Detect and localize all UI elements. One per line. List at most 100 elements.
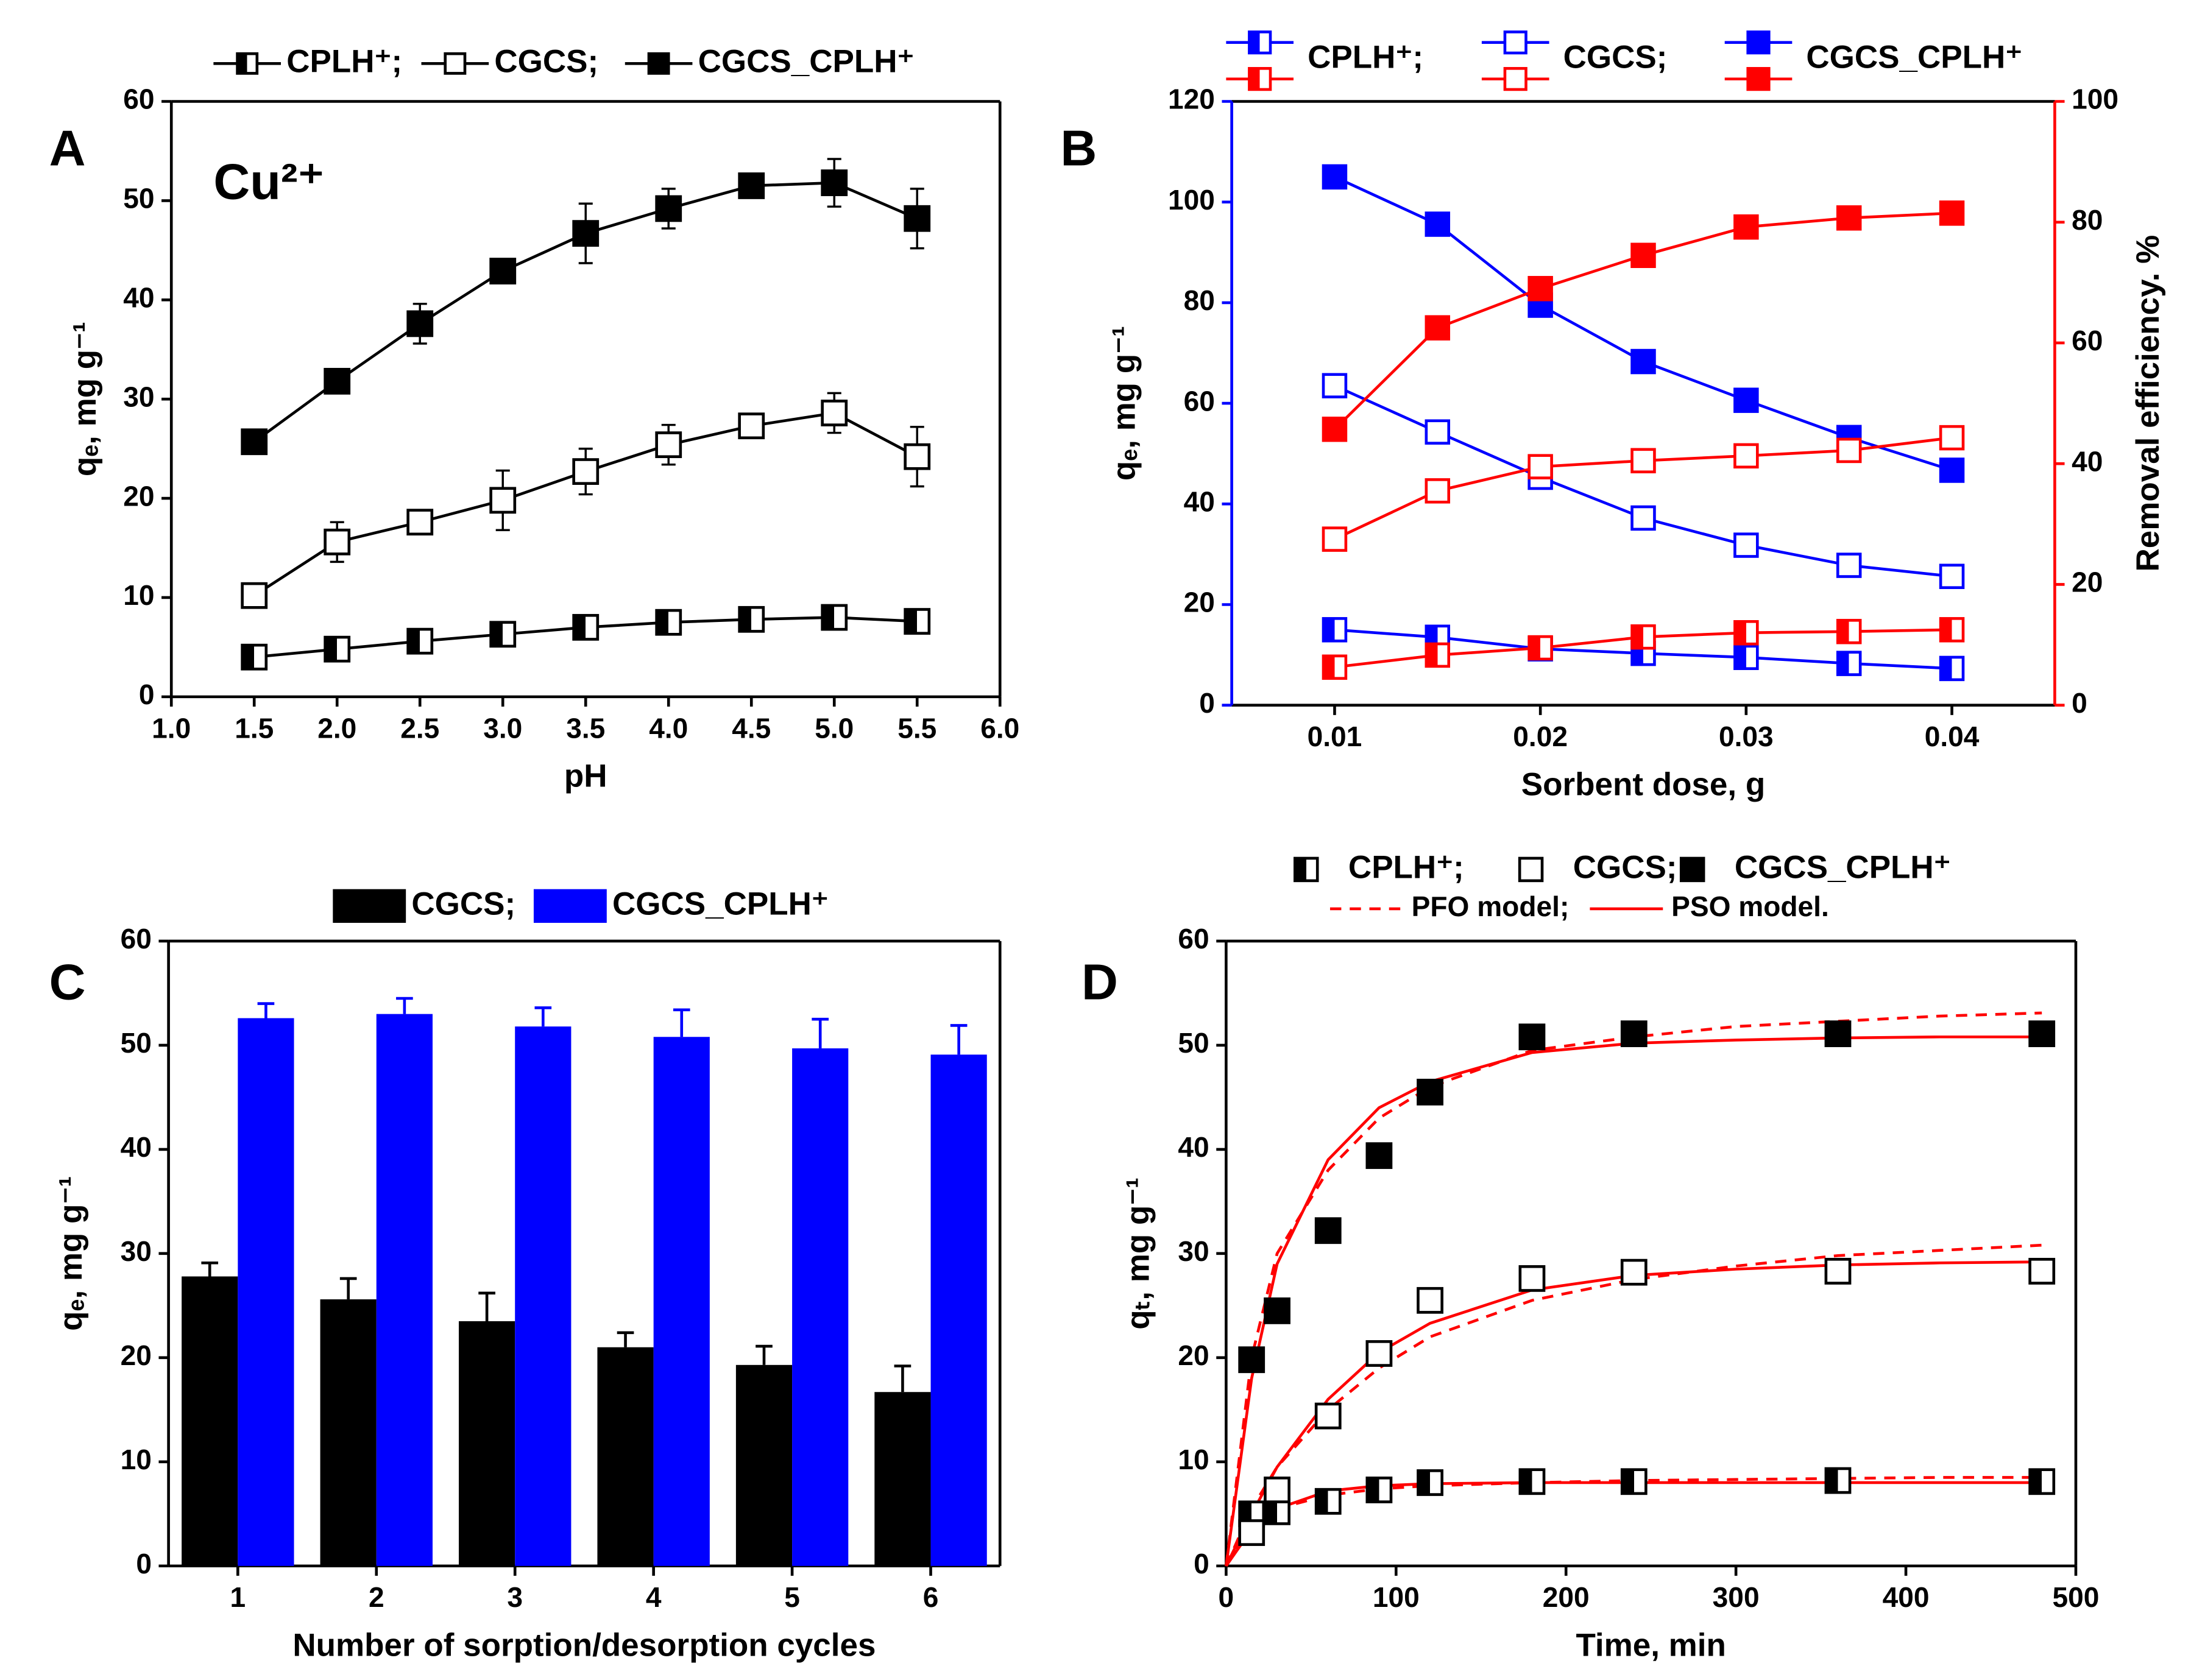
y-tick-label: 10: [1178, 1444, 1209, 1475]
marker: [1836, 552, 1862, 578]
marker: [1733, 532, 1759, 558]
marker: [1630, 348, 1656, 375]
error-bar: [756, 1344, 773, 1365]
error-bar: [396, 997, 413, 1014]
panel-label: B: [1060, 119, 1097, 176]
model-curve: [1225, 1260, 2042, 1567]
legend-swatch: [533, 889, 607, 923]
marker: [489, 487, 517, 514]
marker: [1264, 1477, 1290, 1503]
marker: [1824, 1467, 1852, 1494]
bar: [874, 1392, 931, 1566]
marker: [1365, 1477, 1393, 1503]
x-tick-label: 6.0: [980, 712, 1019, 744]
error-bar: [534, 1006, 552, 1027]
legend-marker: [1248, 67, 1272, 91]
marker: [904, 205, 931, 232]
error-bar: [478, 1291, 495, 1321]
marker: [1939, 457, 1965, 483]
x-tick-label: 0.04: [1925, 721, 1980, 752]
panel-label: C: [49, 954, 86, 1011]
y2-tick-label: 20: [2072, 566, 2103, 598]
x-tick-label: 1.5: [235, 712, 274, 744]
x-tick-label: 3.0: [483, 712, 522, 744]
marker: [821, 169, 848, 196]
x-tick-label: 4: [646, 1581, 662, 1613]
y-tick-label: 10: [121, 1444, 152, 1475]
marker: [1264, 1297, 1290, 1324]
y-tick-label: 30: [1178, 1235, 1209, 1267]
marker: [821, 604, 848, 631]
error-bar: [257, 1002, 275, 1018]
marker: [1824, 1258, 1852, 1285]
legend-marker: [1746, 67, 1771, 91]
marker: [1425, 419, 1451, 445]
marker: [1322, 654, 1348, 680]
y-tick-label: 20: [123, 480, 154, 512]
legend-label: PFO model;: [1412, 891, 1570, 922]
marker: [1733, 443, 1759, 469]
y-tick-label: 20: [1178, 1339, 1209, 1371]
x-axis-label: pH: [564, 758, 607, 794]
marker: [1322, 617, 1348, 643]
marker: [1733, 214, 1759, 240]
marker: [1238, 1346, 1265, 1374]
marker: [1322, 164, 1348, 190]
y-axis-label: qₜ, mg g⁻¹: [1120, 1177, 1156, 1330]
y-tick-label: 40: [123, 281, 154, 313]
bar: [515, 1026, 572, 1566]
marker: [1836, 619, 1862, 644]
legend-marker: [647, 52, 670, 75]
y-tick-label: 60: [1184, 385, 1215, 417]
y-tick-label: 120: [1168, 83, 1215, 115]
x-tick-label: 3.5: [566, 712, 605, 744]
y-tick-label: 30: [121, 1235, 152, 1267]
marker: [241, 582, 268, 609]
marker: [324, 635, 351, 663]
y-tick-label: 20: [121, 1339, 152, 1371]
y-tick-label: 0: [1194, 1548, 1209, 1579]
marker: [1518, 1468, 1546, 1495]
marker: [324, 528, 351, 556]
x-tick-label: 2: [369, 1581, 384, 1613]
marker: [1417, 1286, 1443, 1314]
bar: [376, 1014, 433, 1566]
marker: [1836, 651, 1862, 676]
x-tick-label: 3: [507, 1581, 523, 1613]
error-bar: [201, 1261, 219, 1277]
marker: [1238, 1519, 1265, 1546]
legend-marker: [1503, 30, 1527, 55]
error-bar: [950, 1024, 968, 1055]
marker: [904, 608, 931, 635]
legend-marker: [1248, 30, 1272, 55]
marker: [1630, 505, 1656, 531]
model-curve: [1225, 1035, 2042, 1567]
legend-marker: [1294, 856, 1319, 883]
marker: [1365, 1340, 1393, 1367]
marker: [2028, 1258, 2056, 1285]
marker: [2028, 1468, 2056, 1495]
marker: [406, 310, 434, 337]
panel-label: A: [49, 119, 86, 176]
x-tick-label: 0.03: [1719, 721, 1774, 752]
bar: [930, 1054, 987, 1566]
marker: [1527, 454, 1553, 479]
y2-tick-label: 60: [2072, 325, 2103, 356]
error-bar: [339, 1277, 357, 1300]
legend-label: CGCS_CPLH⁺: [1735, 849, 1951, 885]
marker: [1425, 642, 1451, 668]
marker: [1939, 655, 1965, 682]
legend-label: CGCS_CPLH⁺: [612, 886, 829, 922]
marker: [1365, 1142, 1393, 1170]
x-tick-label: 4.5: [732, 712, 771, 744]
marker: [1264, 1498, 1290, 1525]
marker: [655, 609, 682, 636]
marker: [1417, 1469, 1443, 1496]
marker: [1322, 526, 1348, 552]
x-tick-label: 1: [230, 1581, 246, 1613]
marker: [1425, 478, 1451, 504]
x-tick-label: 300: [1713, 1581, 1760, 1613]
legend-marker: [236, 52, 259, 75]
